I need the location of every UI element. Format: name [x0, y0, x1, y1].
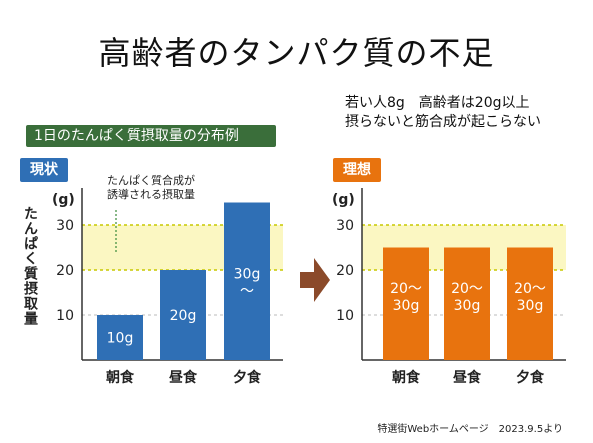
ideal-bar-label: 30g	[393, 298, 420, 314]
current-bar	[224, 202, 270, 360]
current-badge: 現状	[20, 158, 68, 182]
source-note: 特選街Webホームページ 2023.9.5より	[377, 424, 563, 435]
ideal-bar-label: 20〜	[514, 281, 546, 297]
current-category-label: 夕食	[233, 369, 262, 386]
current-bar-label: 10g	[107, 331, 134, 347]
y-axis-label: たんぱく質摂取量	[22, 206, 38, 326]
current-y-tick-label: 30	[56, 218, 74, 234]
ideal-bar-label: 20〜	[390, 281, 422, 297]
ideal-category-label: 朝食	[392, 369, 421, 386]
band-annotation-text: たんぱく質合成が	[107, 173, 195, 187]
current-unit-label: (g)	[52, 192, 75, 208]
ideal-bar	[444, 247, 490, 360]
current-bar	[160, 270, 206, 360]
current-category-label: 昼食	[169, 369, 198, 386]
ideal-y-tick-label: 30	[336, 218, 354, 234]
ideal-bar-label: 30g	[517, 298, 544, 314]
page-title: 高齢者のタンパク質の不足	[98, 34, 495, 72]
ideal-badge: 理想	[333, 158, 381, 182]
ideal-bar-label: 30g	[454, 298, 481, 314]
right-note-line-2: 摂らないと筋合成が起こらない	[345, 114, 541, 130]
ideal-category-label: 夕食	[516, 369, 545, 386]
current-bar-label: 30g	[234, 266, 261, 282]
ideal-bar-label: 20〜	[451, 281, 483, 297]
right-note-line-1: 若い人8g 高齢者は20g以上	[345, 95, 530, 111]
ideal-y-tick-label: 10	[336, 308, 354, 324]
current-bar	[97, 315, 143, 360]
chart-subtitle: 1日のたんぱく質摂取量の分布例	[26, 125, 276, 147]
ideal-unit-label: (g)	[332, 192, 355, 208]
ideal-y-tick-label: 20	[336, 263, 354, 279]
current-y-tick-label: 10	[56, 308, 74, 324]
ideal-bar	[383, 247, 429, 360]
ideal-category-label: 昼食	[453, 369, 482, 386]
band-annotation-text: 誘導される摂取量	[107, 187, 195, 201]
right-arrow-icon	[300, 258, 330, 302]
current-y-tick-label: 20	[56, 263, 74, 279]
current-bar-label: 〜	[240, 283, 254, 299]
current-category-label: 朝食	[106, 369, 135, 386]
right-note: 若い人8g 高齢者は20g以上 摂らないと筋合成が起こらない	[345, 94, 585, 132]
current-bar-label: 20g	[170, 308, 197, 324]
ideal-bar	[507, 247, 553, 360]
